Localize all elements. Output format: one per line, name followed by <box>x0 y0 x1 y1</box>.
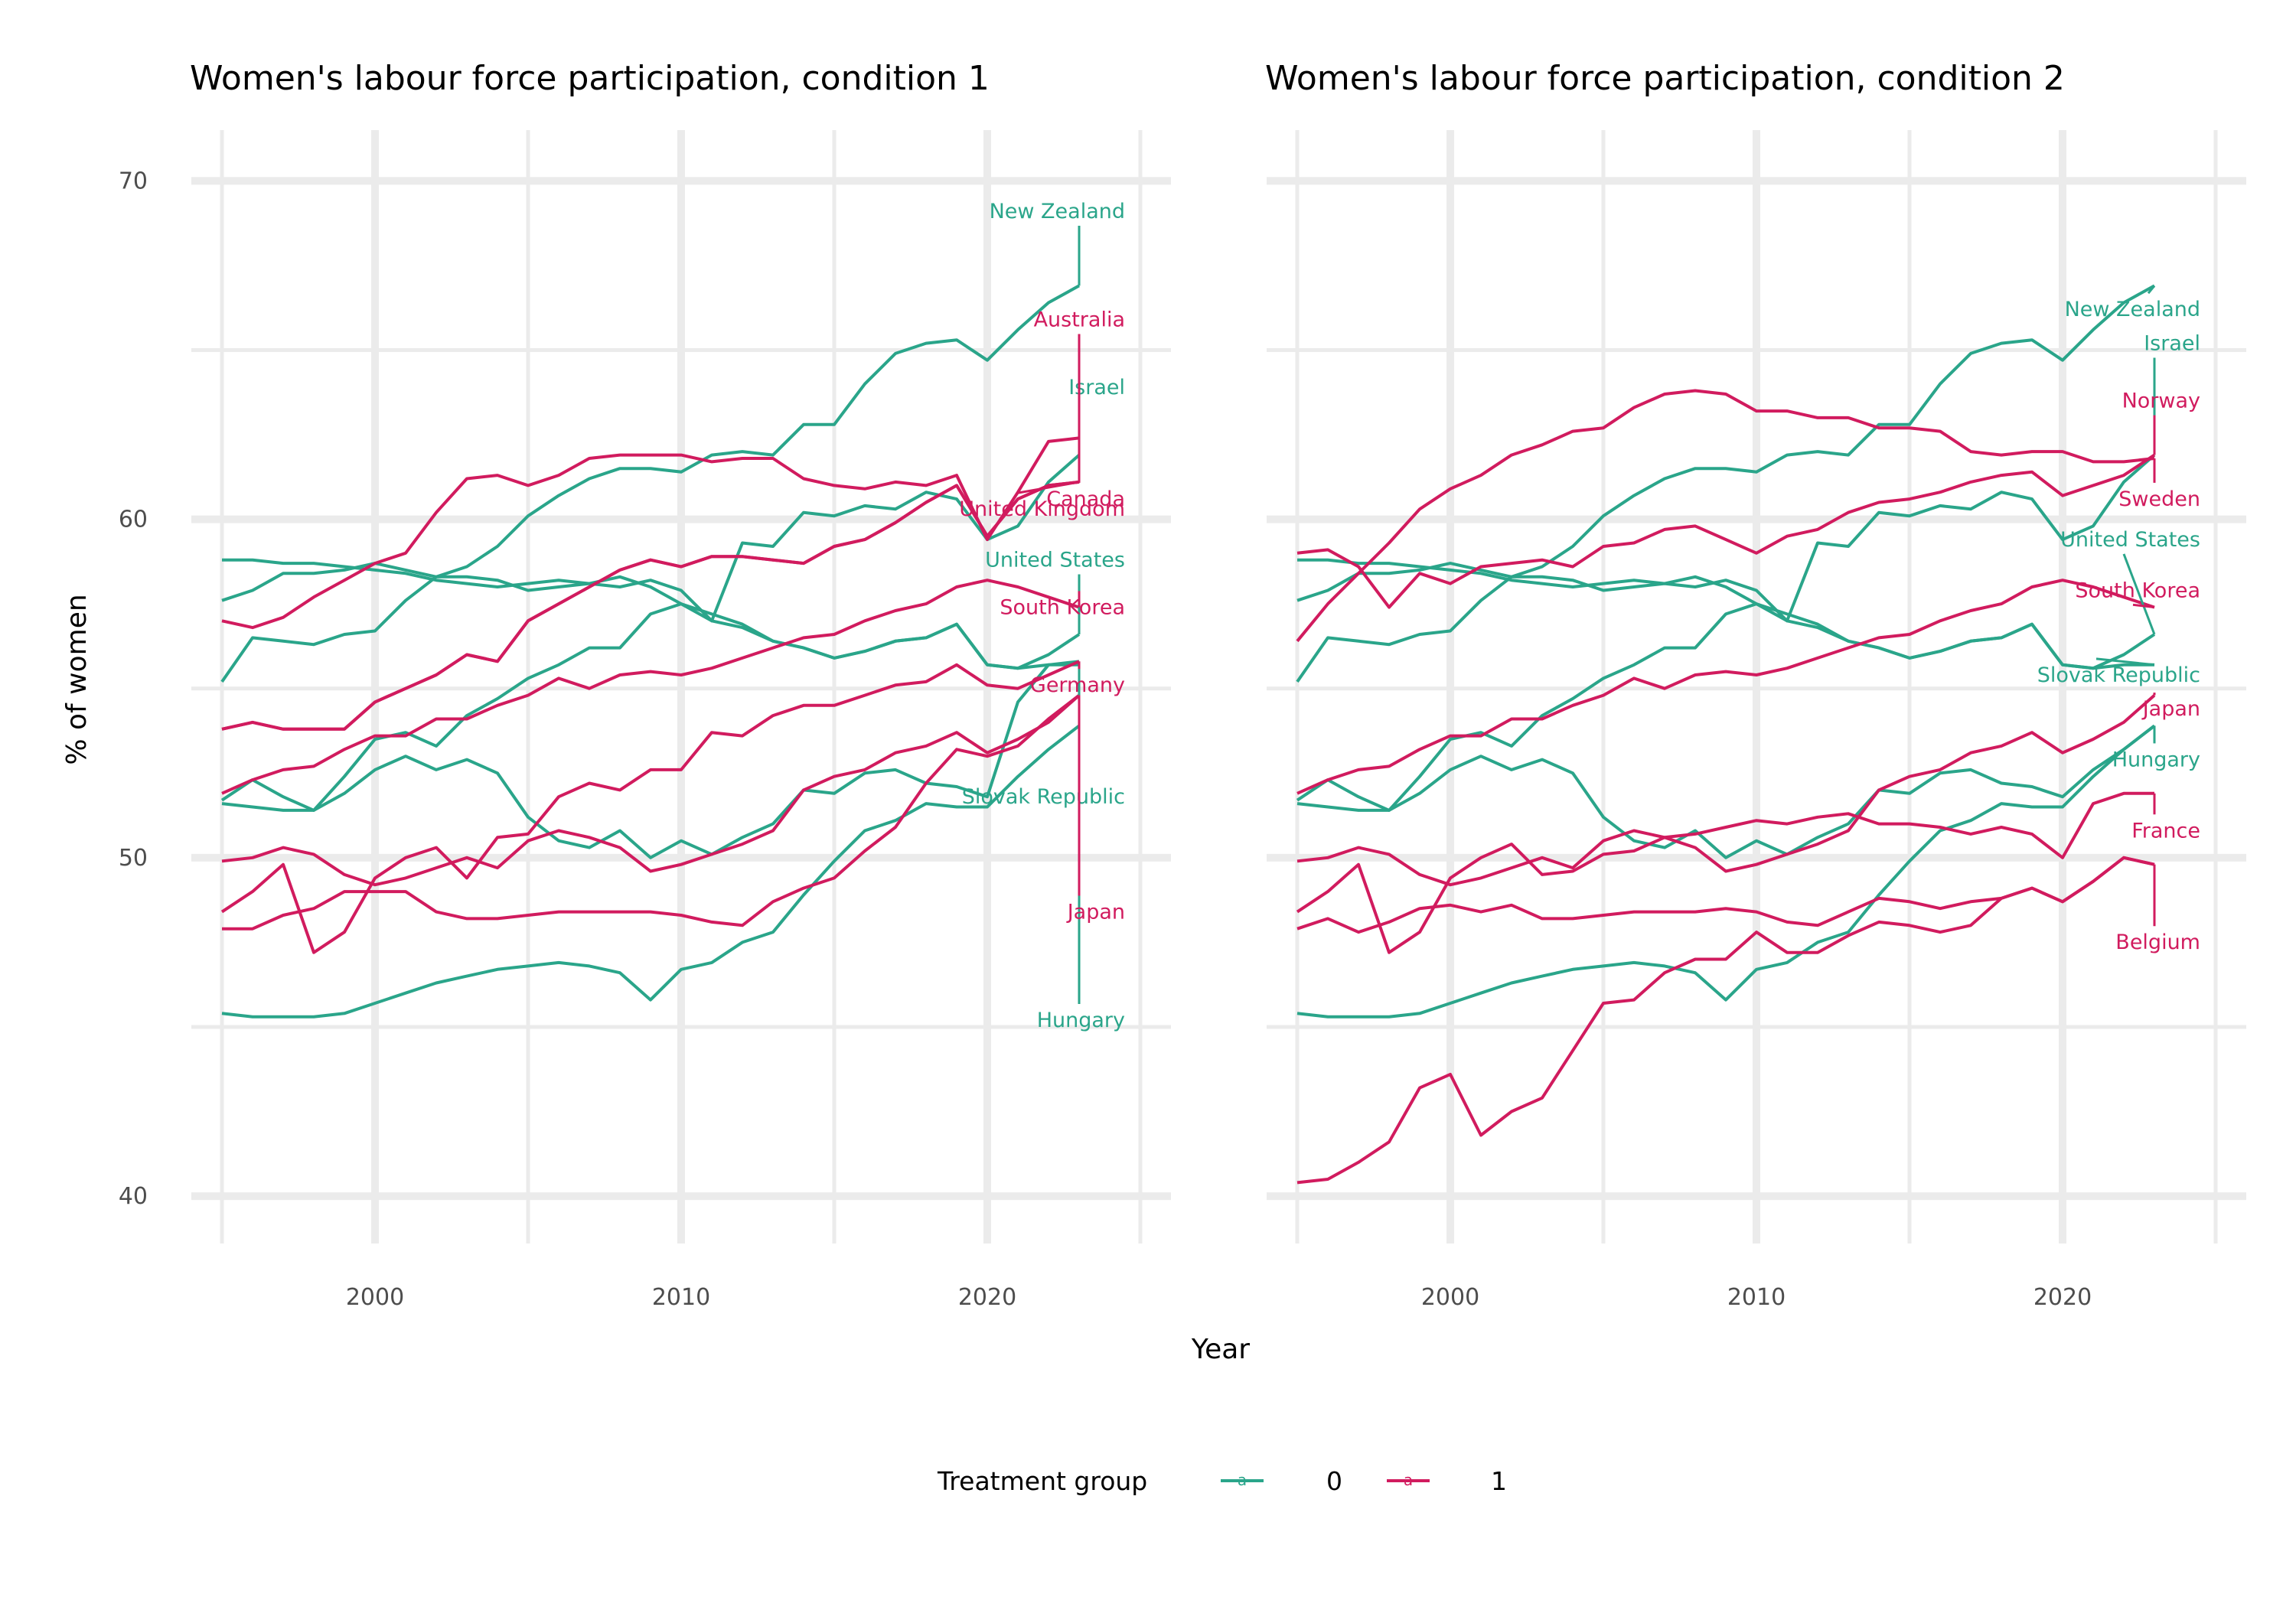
y-tick-label: 70 <box>119 168 148 194</box>
series-label: New Zealand <box>990 200 1125 223</box>
series-label: Hungary <box>1037 1009 1125 1032</box>
x-tick-label: 2010 <box>1727 1284 1786 1311</box>
series-line <box>1296 791 2154 954</box>
x-tick-label: 2000 <box>1421 1284 1479 1311</box>
series-label: Canada <box>1046 487 1125 511</box>
y-tick-label: 50 <box>119 845 148 872</box>
legend-title: Treatment group <box>937 1466 1147 1496</box>
series-label: Hungary <box>2112 748 2200 771</box>
y-axis-title: % of women <box>61 594 93 764</box>
series-label: Sweden <box>2118 487 2200 511</box>
series-label: Belgium <box>2115 931 2200 954</box>
series-label: France <box>2131 819 2200 843</box>
label-leader-line <box>2122 553 2156 635</box>
x-tick-label: 2020 <box>2033 1284 2092 1311</box>
series-line <box>221 480 1080 731</box>
series-line <box>1296 389 2155 643</box>
series-line <box>221 436 1080 630</box>
series-line <box>221 724 1081 1019</box>
label-leader-line <box>2132 603 2155 609</box>
series-line <box>1296 724 2156 859</box>
series-line <box>221 579 1080 795</box>
x-tick-label: 2010 <box>652 1284 710 1311</box>
series-label: Japan <box>2141 697 2200 721</box>
series-line <box>1296 724 2156 1019</box>
y-tick-label: 40 <box>119 1183 148 1210</box>
y-tick-label: 60 <box>119 507 148 533</box>
series-line <box>220 602 1079 812</box>
x-axis-title: Year <box>1191 1334 1250 1365</box>
series-label: New Zealand <box>2065 298 2200 321</box>
x-tick-label: 2000 <box>346 1284 404 1311</box>
series-label: Norway <box>2122 390 2200 413</box>
series-label: United Kingdom <box>959 497 1125 521</box>
series-label: United States <box>985 549 1125 572</box>
legend: Treatment group a 0 a 1 <box>937 1466 1507 1496</box>
series-label: United States <box>2060 528 2200 552</box>
panel-title: Women's labour force participation, cond… <box>190 59 990 98</box>
series-line <box>220 660 1080 954</box>
series-label: Australia <box>1034 308 1125 332</box>
panel-1: 2000 2010 2020 40 50 60 70 Women's labour force… <box>119 59 1171 1311</box>
series-label: South Korea <box>1000 595 1125 619</box>
series-label: Slovak Republic <box>962 785 1125 809</box>
legend-key-glyph: a <box>1404 1471 1413 1489</box>
series-line <box>1296 454 2156 683</box>
x-tick-label: 2020 <box>958 1284 1016 1311</box>
label-leader-line <box>2095 657 2155 667</box>
series-line <box>1296 602 2154 812</box>
series-label: Slovak Republic <box>2037 663 2200 687</box>
series-label: Germany <box>1030 673 1125 697</box>
series-label: Israel <box>2144 331 2200 355</box>
series-line <box>221 284 1080 602</box>
series-line <box>222 694 1081 931</box>
panel-title: Women's labour force participation, cond… <box>1265 59 2065 98</box>
series-line <box>1296 453 2156 609</box>
series-label: South Korea <box>2075 579 2200 602</box>
legend-item-label: 0 <box>1326 1466 1342 1496</box>
series-label: Israel <box>1068 376 1125 399</box>
label-leader-line <box>1017 481 1080 494</box>
panel-2: 2000 2010 2020 Women's labour force partici… <box>1265 59 2246 1311</box>
label-leader-line <box>2147 285 2156 295</box>
series-label: Japan <box>1066 900 1125 924</box>
series-line <box>221 660 1080 859</box>
series-line <box>1296 579 2155 795</box>
series-line <box>1296 694 2156 887</box>
series-line <box>1296 856 2155 1185</box>
series-line <box>221 694 1081 887</box>
series-line <box>1296 284 2155 602</box>
legend-item-label: 1 <box>1491 1466 1507 1496</box>
legend-key-glyph: a <box>1238 1471 1247 1489</box>
series-line <box>220 454 1081 683</box>
